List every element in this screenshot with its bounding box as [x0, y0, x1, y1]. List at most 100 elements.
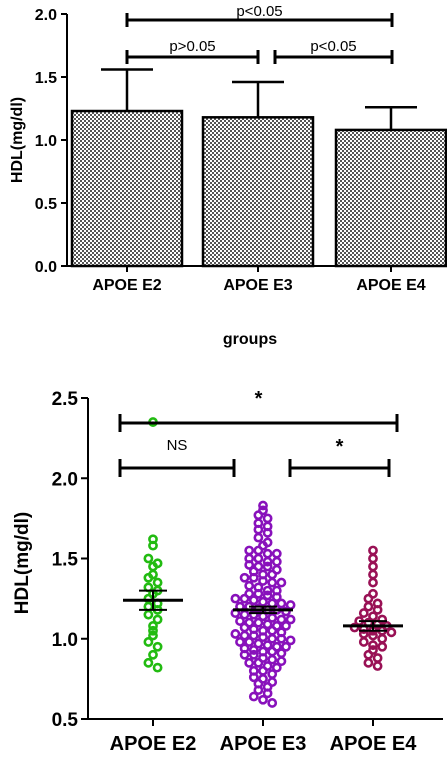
scatter-point — [377, 641, 388, 652]
scatter-point — [248, 630, 259, 641]
scatter-y-tick-label: 2.5 — [52, 389, 79, 410]
bar-y-axis-ticks: 0.0 0.5 1.0 1.5 2.0 — [35, 7, 67, 276]
scatter-significance-brackets: * NS * — [118, 388, 399, 477]
scatter-point — [262, 527, 273, 538]
scatter-x-tick-label: APOE E2 — [110, 733, 197, 755]
scatter-point — [253, 685, 264, 696]
scatter-y-tick-label: 0.5 — [52, 710, 79, 731]
scatter-point — [377, 633, 388, 644]
scatter-point — [244, 545, 255, 556]
scatter-y-tick-label: 2.0 — [52, 469, 78, 490]
significance-label: p>0.05 — [169, 38, 215, 55]
scatter-y-tick-label: 1.5 — [52, 550, 79, 571]
scatter-point — [267, 669, 278, 679]
scatter-point — [368, 640, 378, 651]
scatter-point — [368, 545, 378, 556]
bar-series — [70, 68, 447, 268]
scatter-point — [262, 688, 273, 699]
scatter-point — [143, 572, 154, 583]
scatter-x-axis-labels: APOE E2 APOE E3 APOE E4 — [110, 719, 418, 755]
bar-chart: HDL(mg/dl) 0.00.51.01.52.0 APOE E2 APOE E… — [9, 3, 447, 348]
scatter-point — [230, 629, 241, 639]
scatter-point — [253, 524, 264, 535]
scatter-point — [262, 585, 273, 596]
bar-y-tick-label: 1.0 — [35, 133, 57, 150]
scatter-point — [372, 604, 383, 615]
scatter-point — [276, 648, 287, 659]
bar-ylabel: HDL(mg/dl) — [9, 97, 26, 183]
scatter-point — [239, 630, 250, 641]
scatter-point — [148, 625, 158, 636]
scatter-point — [258, 596, 268, 607]
scatter-point — [148, 621, 158, 631]
scatter-point — [271, 662, 282, 673]
bar-significance-brackets: p<0.05 p>0.05 p<0.05 — [125, 3, 394, 64]
scatter-point — [368, 561, 378, 572]
scatter-point — [267, 698, 278, 708]
scatter-point — [248, 691, 259, 702]
scatter-point — [262, 619, 273, 630]
bar-x-tick-label: APOE E3 — [223, 277, 292, 294]
scatter-point — [267, 646, 278, 657]
bar-y-tick-label: 1.5 — [35, 70, 57, 87]
scatter-point — [267, 625, 278, 636]
bar-x-axis-labels: APOE E2 APOE E3 APOE E4 — [92, 266, 426, 294]
scatter-point — [386, 627, 397, 638]
scatter-point — [276, 656, 287, 667]
scatter-point — [239, 649, 250, 660]
scatter-points — [143, 417, 397, 708]
scatter-point — [363, 657, 374, 668]
scatter-point — [239, 572, 250, 583]
scatter-point — [253, 617, 264, 628]
scatter-point — [143, 637, 154, 647]
scatter-point — [152, 641, 163, 652]
scatter-point — [248, 672, 259, 683]
scatter-point — [152, 614, 163, 625]
scatter-point — [244, 560, 255, 570]
scatter-point — [363, 601, 374, 612]
scatter-point — [258, 632, 268, 643]
scatter-ylabel: HDL(mg/dl) — [12, 512, 33, 614]
scatter-point — [262, 640, 273, 651]
scatter-point — [244, 580, 255, 591]
scatter-point — [281, 606, 291, 617]
scatter-point — [267, 612, 278, 623]
scatter-point — [262, 548, 273, 559]
significance-label: p<0.05 — [310, 38, 356, 55]
scatter-point — [372, 653, 383, 663]
scatter-point — [253, 510, 264, 521]
scatter-point — [267, 577, 278, 588]
scatter-point — [281, 641, 291, 652]
scatter-point — [271, 548, 282, 559]
scatter-point — [267, 654, 278, 665]
significance-label: p<0.05 — [236, 3, 282, 20]
scatter-point — [148, 649, 158, 660]
scatter-x-tick-label: APOE E4 — [330, 733, 418, 755]
scatter-point — [248, 595, 259, 606]
scatter-point — [262, 556, 273, 567]
scatter-point — [253, 588, 264, 599]
significance-label: * — [336, 436, 344, 458]
scatter-point — [285, 614, 296, 625]
scatter-point — [248, 572, 259, 583]
scatter-point — [244, 657, 255, 668]
scatter-point — [267, 569, 278, 580]
scatter-point — [258, 576, 268, 586]
scatter-point — [358, 608, 369, 618]
scatter-point — [244, 637, 255, 647]
bar-x-tick-label: APOE E4 — [356, 277, 425, 294]
bar-y-tick-label: 0.5 — [35, 196, 57, 213]
scatter-point — [358, 637, 369, 647]
scatter-point — [258, 665, 268, 676]
scatter-point — [248, 649, 259, 660]
scatter-point — [248, 645, 259, 655]
scatter-point — [372, 661, 383, 671]
scatter-point — [276, 633, 287, 644]
significance-label: * — [255, 388, 263, 410]
scatter-point — [253, 553, 264, 564]
scatter-point — [239, 622, 250, 633]
scatter-point — [271, 556, 282, 567]
scatter-point — [262, 590, 273, 601]
scatter-point — [368, 611, 378, 622]
